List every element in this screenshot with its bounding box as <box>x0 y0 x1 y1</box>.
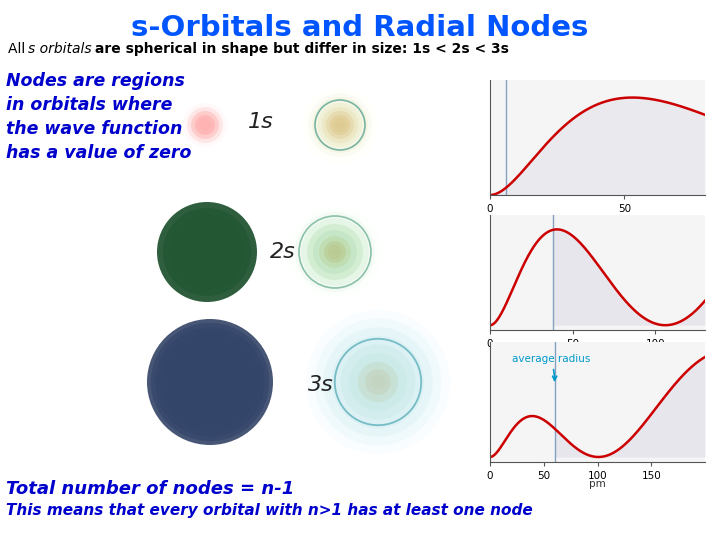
Circle shape <box>177 222 237 282</box>
Circle shape <box>189 361 231 403</box>
Text: the wave function: the wave function <box>6 120 182 138</box>
Circle shape <box>156 327 265 437</box>
Circle shape <box>174 346 246 418</box>
Circle shape <box>307 224 363 280</box>
Circle shape <box>161 333 259 431</box>
Text: pm: pm <box>549 217 566 226</box>
Circle shape <box>358 362 398 402</box>
Circle shape <box>181 353 239 411</box>
Circle shape <box>198 243 216 261</box>
Text: 2s: 2s <box>270 242 296 262</box>
Circle shape <box>157 202 257 302</box>
Circle shape <box>167 339 253 425</box>
Circle shape <box>341 345 415 420</box>
Text: s orbitals: s orbitals <box>28 42 91 56</box>
Circle shape <box>333 118 347 132</box>
Circle shape <box>163 208 251 296</box>
Circle shape <box>326 111 354 139</box>
Circle shape <box>332 249 338 255</box>
Circle shape <box>365 369 391 395</box>
Text: 1s: 1s <box>248 112 274 132</box>
Circle shape <box>199 119 211 131</box>
Circle shape <box>150 323 269 441</box>
Circle shape <box>374 379 382 386</box>
Text: All: All <box>8 42 30 56</box>
Circle shape <box>169 214 245 289</box>
Circle shape <box>197 369 222 395</box>
Circle shape <box>289 206 381 298</box>
Circle shape <box>308 93 372 157</box>
Text: average radius: average radius <box>511 354 590 380</box>
Circle shape <box>203 248 211 256</box>
Circle shape <box>302 87 378 163</box>
Circle shape <box>336 121 344 129</box>
Circle shape <box>330 115 350 135</box>
Circle shape <box>191 111 219 139</box>
Circle shape <box>318 103 362 147</box>
Circle shape <box>371 375 385 389</box>
Circle shape <box>328 245 342 259</box>
Circle shape <box>184 230 230 274</box>
Circle shape <box>319 236 351 268</box>
Circle shape <box>195 115 215 135</box>
Circle shape <box>322 107 358 143</box>
Circle shape <box>306 310 450 454</box>
Text: in orbitals where: in orbitals where <box>6 96 172 114</box>
Text: pm: pm <box>606 346 622 356</box>
Circle shape <box>313 230 357 274</box>
Circle shape <box>183 103 227 147</box>
Text: pm: pm <box>589 479 606 489</box>
Circle shape <box>332 336 424 428</box>
Circle shape <box>295 212 375 292</box>
Text: This means that every orbital with n>1 has at least one node: This means that every orbital with n>1 h… <box>6 503 533 518</box>
Circle shape <box>187 107 223 143</box>
Text: s-Orbitals and Radial Nodes: s-Orbitals and Radial Nodes <box>131 14 589 42</box>
Text: 3s: 3s <box>308 375 334 395</box>
Text: are spherical in shape but differ in size: 1s < 2s < 3s: are spherical in shape but differ in siz… <box>90 42 509 56</box>
Circle shape <box>349 353 407 411</box>
Text: has a value of zero: has a value of zero <box>6 144 192 162</box>
Circle shape <box>147 319 273 445</box>
Circle shape <box>192 237 222 267</box>
Circle shape <box>315 319 441 445</box>
Circle shape <box>312 97 368 153</box>
Circle shape <box>323 327 433 437</box>
Circle shape <box>324 241 346 263</box>
Circle shape <box>204 376 216 388</box>
Circle shape <box>301 218 369 286</box>
Text: Nodes are regions: Nodes are regions <box>6 72 185 90</box>
Text: Total number of nodes = n-1: Total number of nodes = n-1 <box>6 480 294 498</box>
